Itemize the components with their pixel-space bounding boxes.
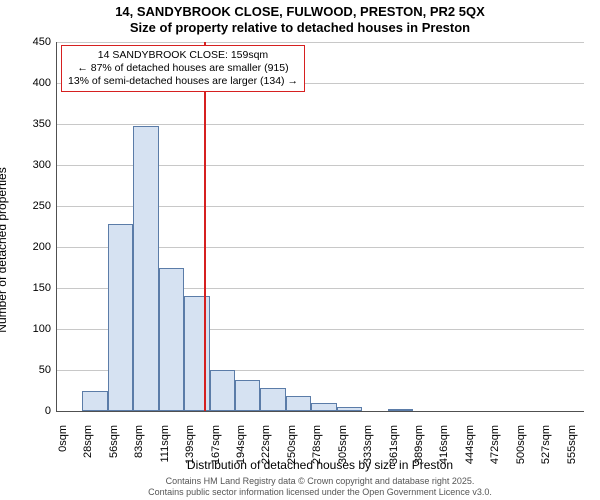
x-tick-label: 0sqm: [57, 425, 69, 452]
x-tick-label: 56sqm: [108, 425, 120, 458]
histogram-bar: [286, 396, 311, 411]
y-tick-label: 200: [33, 241, 51, 253]
y-tick-label: 400: [33, 77, 51, 89]
y-tick-label: 250: [33, 200, 51, 212]
y-tick-label: 350: [33, 118, 51, 130]
x-tick-label: 28sqm: [82, 425, 94, 458]
y-tick-label: 100: [33, 323, 51, 335]
histogram-bar: [82, 391, 107, 412]
histogram-bar: [133, 126, 158, 411]
histogram-bar: [108, 224, 133, 411]
y-tick-label: 0: [45, 405, 51, 417]
x-tick-label: 83sqm: [133, 425, 145, 458]
chart-title-line1: 14, SANDYBROOK CLOSE, FULWOOD, PRESTON, …: [0, 4, 600, 19]
histogram-bar: [388, 409, 413, 411]
annotation-line: 13% of semi-detached houses are larger (…: [68, 75, 298, 88]
histogram-bar: [260, 388, 285, 411]
annotation-line: 14 SANDYBROOK CLOSE: 159sqm: [68, 49, 298, 62]
y-tick-label: 300: [33, 159, 51, 171]
y-tick-label: 50: [39, 364, 51, 376]
footer-line2: Contains public sector information licen…: [56, 487, 584, 498]
annotation-box: 14 SANDYBROOK CLOSE: 159sqm← 87% of deta…: [61, 45, 305, 92]
chart-container: 14, SANDYBROOK CLOSE, FULWOOD, PRESTON, …: [0, 0, 600, 500]
histogram-bar: [235, 380, 260, 411]
property-marker-line: [204, 42, 206, 411]
footer-line1: Contains HM Land Registry data © Crown c…: [56, 476, 584, 487]
plot-area: 0501001502002503003504004500sqm28sqm56sq…: [56, 42, 584, 412]
histogram-bar: [311, 403, 336, 411]
x-axis-label: Distribution of detached houses by size …: [56, 458, 584, 472]
y-tick-label: 150: [33, 282, 51, 294]
histogram-bar: [159, 268, 184, 412]
y-tick-label: 450: [33, 36, 51, 48]
histogram-bar: [210, 370, 235, 411]
chart-title-line2: Size of property relative to detached ho…: [0, 20, 600, 35]
footer-attribution: Contains HM Land Registry data © Crown c…: [56, 476, 584, 498]
histogram-bar: [337, 407, 362, 411]
x-tick-label: 111sqm: [159, 425, 171, 463]
y-axis-label: Number of detached properties: [0, 85, 9, 250]
annotation-line: ← 87% of detached houses are smaller (91…: [68, 62, 298, 75]
